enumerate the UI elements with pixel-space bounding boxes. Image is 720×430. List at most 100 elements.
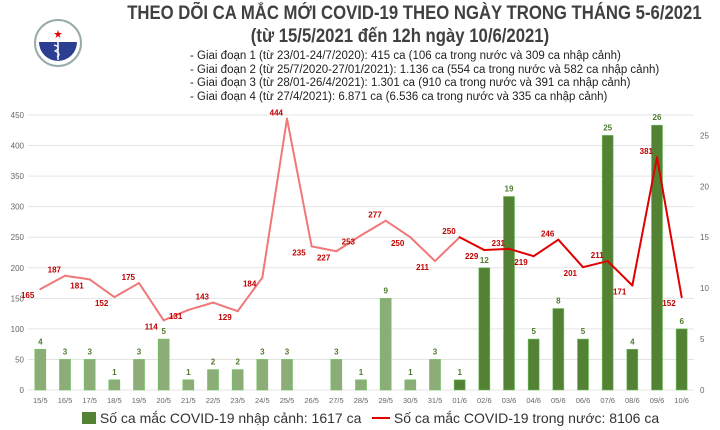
legend-line-swatch: [372, 417, 390, 419]
right-axis-tick: 15: [700, 233, 709, 242]
line-label: 184: [243, 280, 257, 289]
x-axis-tick: 19/5: [132, 396, 147, 405]
bar-label: 9: [383, 286, 388, 295]
line-segment: [360, 219, 387, 237]
left-axis-tick: 450: [11, 111, 25, 120]
x-axis-tick: 09/6: [650, 396, 665, 405]
right-axis-tick: 20: [700, 182, 709, 191]
line-label: 152: [95, 299, 109, 308]
line-segment: [582, 260, 609, 269]
line-segment: [631, 156, 658, 287]
bar-label: 5: [581, 327, 586, 336]
line-label: 444: [270, 109, 284, 118]
x-axis-tick: 20/5: [156, 396, 171, 405]
bar: [34, 348, 47, 391]
stage-note: - Giai đoạn 1 (từ 23/01-24/7/2020): 415 …: [190, 50, 621, 62]
x-axis-tick: 16/5: [58, 396, 73, 405]
line-segment: [113, 282, 140, 299]
left-axis-tick: 250: [11, 233, 25, 242]
bar-label: 4: [630, 337, 635, 346]
bar-label: 6: [679, 317, 684, 326]
bar: [404, 379, 417, 391]
x-axis-tick: 05/6: [551, 396, 566, 405]
right-axis-tick: 10: [700, 284, 709, 293]
bar: [675, 328, 688, 391]
bar-label: 3: [87, 347, 92, 356]
bar-label: 19: [505, 184, 514, 193]
bar-label: 3: [260, 347, 265, 356]
line-label: 129: [218, 313, 232, 322]
line-label: 246: [541, 230, 555, 239]
legend-bar-label: Số ca mắc COVID-19 nhập cảnh: 1617 ca: [99, 410, 362, 426]
x-axis-tick: 08/6: [625, 396, 640, 405]
legend-line: Số ca mắc COVID-19 trong nước: 8106 ca: [372, 410, 659, 426]
line-segment: [458, 236, 486, 252]
left-axis-tick: 200: [11, 264, 25, 273]
x-axis-tick: 26/5: [304, 396, 319, 405]
legend-line-label: Số ca mắc COVID-19 trong nước: 8106 ca: [393, 410, 660, 426]
bar-label: 25: [603, 123, 612, 132]
line-segment: [138, 282, 165, 322]
line-label: 143: [196, 293, 210, 302]
line-segment: [236, 276, 264, 313]
bar-label: 1: [112, 368, 117, 377]
stage-note: - Giai đoạn 3 (từ 28/01-26/4/2021): 1.30…: [190, 77, 631, 89]
x-axis-tick: 18/5: [107, 396, 122, 405]
x-axis-tick: 28/5: [354, 396, 369, 405]
line-label: 114: [145, 322, 158, 331]
line-label: 165: [21, 291, 35, 300]
bar: [527, 338, 540, 391]
x-axis-tick: 10/6: [674, 396, 689, 405]
line-label: 201: [564, 269, 578, 278]
bar: [256, 359, 269, 391]
line-label: 277: [368, 211, 382, 220]
line-label: 211: [416, 263, 429, 272]
bar: [429, 359, 441, 391]
line-label: 181: [70, 281, 84, 290]
line-label: 381: [640, 147, 654, 156]
bar-label: 3: [433, 347, 438, 356]
line-segment: [310, 245, 338, 253]
x-axis-tick: 06/6: [576, 396, 591, 405]
line-label: 211: [591, 251, 604, 260]
legend-bar-swatch: [82, 412, 96, 424]
bar-label: 4: [38, 337, 43, 346]
bar: [182, 379, 195, 391]
bar-label: 3: [285, 347, 290, 356]
stage-notes: - Giai đoạn 1 (từ 23/01-24/7/2020): 415 …: [190, 50, 659, 104]
line-label: 131: [169, 312, 183, 321]
line-segment: [261, 117, 288, 279]
line-segment: [483, 247, 510, 252]
line-label: 152: [662, 299, 676, 308]
x-axis-tick: 03/6: [502, 396, 517, 405]
line-segment: [187, 301, 214, 311]
bar: [281, 359, 293, 391]
x-axis-tick: 30/5: [403, 396, 418, 405]
bar-label: 3: [137, 347, 142, 356]
stage-note: - Giai đoạn 4 (từ 27/4/2021): 6.871 ca (…: [190, 90, 608, 103]
bar: [355, 379, 367, 391]
bar: [503, 196, 515, 391]
bar-label: 8: [556, 297, 561, 306]
line-segment: [64, 274, 91, 281]
x-axis-tick: 07/6: [600, 396, 615, 405]
bar-label: 3: [63, 347, 68, 356]
bar: [83, 359, 96, 391]
line-segment: [384, 219, 412, 239]
left-axis-tick: 50: [15, 355, 24, 364]
right-axis-tick: 0: [700, 386, 705, 395]
line-label: 227: [317, 253, 331, 262]
bar: [133, 359, 145, 391]
chart-title: THEO DÕI CA MẮC MỚI COVID-19 THEO NGÀY T…: [127, 3, 702, 24]
bar: [478, 267, 491, 391]
bar: [453, 379, 466, 391]
line-segment: [508, 247, 535, 258]
left-axis-tick: 150: [11, 294, 25, 303]
x-axis-tick: 04/6: [526, 396, 541, 405]
line-segment: [532, 238, 560, 258]
bar: [626, 348, 639, 391]
x-axis-tick: 31/5: [428, 396, 443, 405]
x-axis-tick: 25/5: [280, 396, 295, 405]
bar-label: 2: [211, 358, 216, 367]
line-label: 219: [514, 258, 528, 267]
